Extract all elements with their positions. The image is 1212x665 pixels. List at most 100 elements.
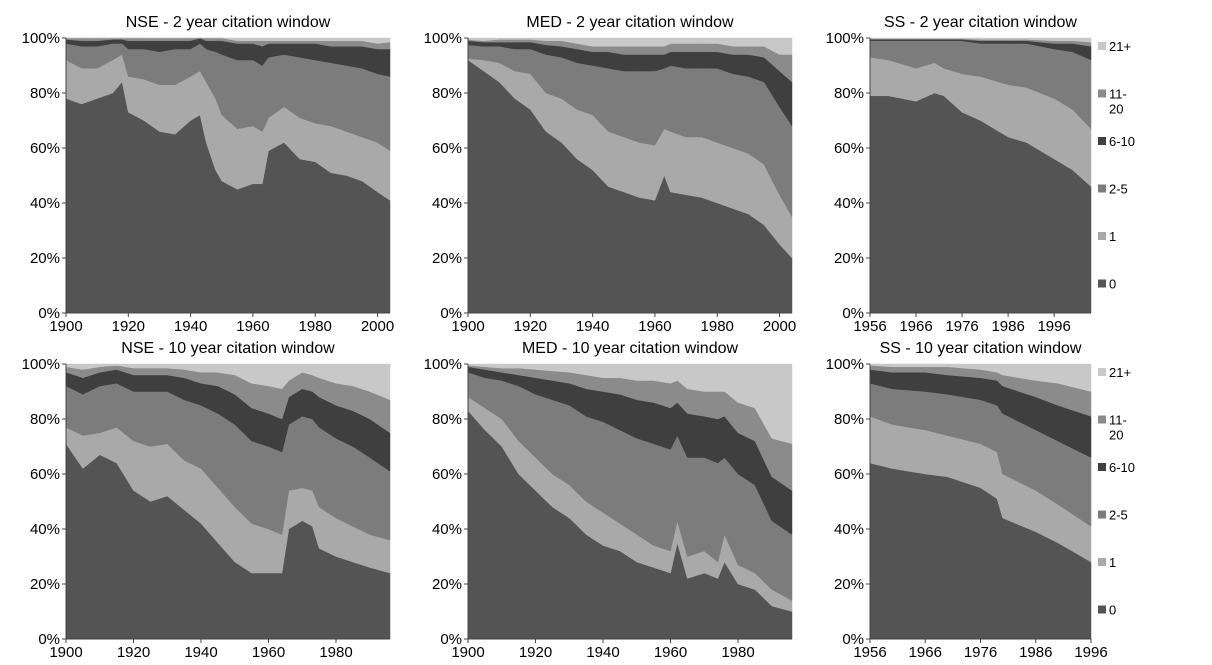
legend-swatch: [1098, 232, 1106, 240]
panel-2: MED - 2 year citation window 0% 20% 40% 60% 8…: [424, 14, 797, 335]
y-tick-label: 80%: [432, 411, 462, 428]
x-tick-label: 1960: [236, 318, 269, 335]
panel-5: MED - 10 year citation window 0% 20% 40% 60%…: [424, 340, 793, 661]
y-tick-label: 40%: [834, 521, 864, 538]
panel-title: SS - 10 year citation window: [880, 340, 1082, 357]
x-tick-label: 1956: [853, 644, 886, 661]
x-tick-label: 1900: [49, 644, 82, 661]
x-tick-label: 1986: [991, 318, 1024, 335]
y-tick-label: 20%: [834, 576, 864, 593]
area-series-c21: [467, 37, 793, 55]
x-tick-label: 1980: [701, 318, 734, 335]
y-tick-label: 100%: [22, 30, 60, 47]
panel-3: SS - 2 year citation window 0% 20% 40% 60% 80…: [826, 14, 1092, 335]
legend-label: 11-20: [1109, 87, 1127, 117]
legend-swatch: [1098, 510, 1106, 519]
y-tick-label: 100%: [424, 30, 462, 47]
y-tick-label: 80%: [834, 411, 864, 428]
panel-title: SS - 2 year citation window: [884, 14, 1077, 31]
x-tick-label: 1920: [514, 318, 547, 335]
x-tick-label: 1920: [112, 318, 145, 335]
legend-1: 21+ 11-20 6-10 2-5 1 0: [1098, 39, 1135, 292]
x-tick-label: 1920: [117, 644, 150, 661]
x-tick-label: 1976: [945, 318, 978, 335]
y-tick-label: 60%: [432, 140, 462, 157]
y-tick-label: 60%: [30, 466, 60, 483]
legend-label: 6-10: [1109, 460, 1135, 475]
legend-label: 0: [1109, 603, 1116, 618]
y-tick-label: 20%: [432, 250, 462, 267]
legend-label: 6-10: [1109, 134, 1135, 149]
y-tick-label: 100%: [826, 356, 864, 373]
panel-1: NSE - 2 year citation window 0% 20% 40% 60% 8…: [22, 14, 395, 335]
legend-swatch: [1098, 89, 1106, 98]
legend-swatch: [1098, 137, 1106, 145]
x-tick-label: 1996: [1037, 318, 1070, 335]
area-series-c21: [65, 363, 391, 401]
x-tick-label: 1986: [1019, 644, 1052, 661]
y-tick-label: 80%: [30, 411, 60, 428]
x-tick-label: 1956: [853, 318, 886, 335]
panel-title: MED - 10 year citation window: [522, 340, 739, 357]
y-tick-label: 0%: [440, 631, 462, 648]
x-tick-label: 1960: [638, 318, 671, 335]
x-tick-label: 1966: [909, 644, 942, 661]
x-tick-label: 1960: [252, 644, 285, 661]
legend-swatch: [1098, 463, 1106, 471]
x-tick-label: 1980: [299, 318, 332, 335]
y-tick-label: 100%: [22, 356, 60, 373]
y-tick-label: 0%: [842, 305, 864, 322]
legend-label: 21+: [1109, 365, 1131, 380]
legend-label: 1: [1109, 229, 1116, 244]
legend-swatch: [1098, 558, 1106, 566]
y-tick-label: 40%: [432, 195, 462, 212]
x-tick-label: 1940: [586, 644, 619, 661]
x-tick-label: 2000: [763, 318, 796, 335]
legend-swatch: [1098, 415, 1106, 424]
y-tick-label: 60%: [834, 140, 864, 157]
y-tick-label: 80%: [432, 85, 462, 102]
x-tick-label: 1976: [964, 644, 997, 661]
x-tick-label: 1900: [451, 318, 484, 335]
legend-2: 21+ 11-20 6-10 2-5 1 0: [1098, 365, 1135, 618]
y-tick-label: 20%: [432, 576, 462, 593]
legend-label: 1: [1109, 555, 1116, 570]
legend-label: 2-5: [1109, 182, 1128, 197]
legend-swatch: [1098, 184, 1106, 193]
x-tick-label: 2000: [361, 318, 394, 335]
y-tick-label: 0%: [38, 631, 60, 648]
legend-label: 11-20: [1109, 413, 1127, 443]
y-tick-label: 80%: [30, 85, 60, 102]
legend-swatch: [1098, 42, 1106, 50]
y-tick-label: 80%: [834, 85, 864, 102]
y-tick-label: 100%: [826, 30, 864, 47]
y-tick-label: 0%: [38, 305, 60, 322]
y-tick-label: 40%: [30, 521, 60, 538]
panel-title: MED - 2 year citation window: [526, 14, 734, 31]
x-tick-label: 1940: [576, 318, 609, 335]
x-tick-label: 1966: [899, 318, 932, 335]
y-tick-label: 0%: [842, 631, 864, 648]
legend-swatch: [1098, 605, 1106, 614]
x-tick-label: 1996: [1074, 644, 1107, 661]
panel-title: NSE - 2 year citation window: [126, 14, 331, 31]
y-tick-label: 100%: [424, 356, 462, 373]
x-tick-label: 1940: [174, 318, 207, 335]
panel-4: NSE - 10 year citation window 0% 20% 40% 60%…: [22, 340, 391, 661]
y-tick-label: 20%: [834, 250, 864, 267]
y-tick-label: 20%: [30, 576, 60, 593]
legend-swatch: [1098, 368, 1106, 376]
x-tick-label: 1900: [49, 318, 82, 335]
area-series-c21: [66, 37, 391, 44]
panel-title: NSE - 10 year citation window: [121, 340, 335, 357]
y-tick-label: 20%: [30, 250, 60, 267]
y-tick-label: 40%: [432, 521, 462, 538]
legend-label: 2-5: [1109, 508, 1128, 523]
x-tick-label: 1920: [519, 644, 552, 661]
y-tick-label: 40%: [834, 195, 864, 212]
x-tick-label: 1940: [184, 644, 217, 661]
y-tick-label: 60%: [432, 466, 462, 483]
x-tick-label: 1980: [721, 644, 754, 661]
x-tick-label: 1980: [319, 644, 352, 661]
